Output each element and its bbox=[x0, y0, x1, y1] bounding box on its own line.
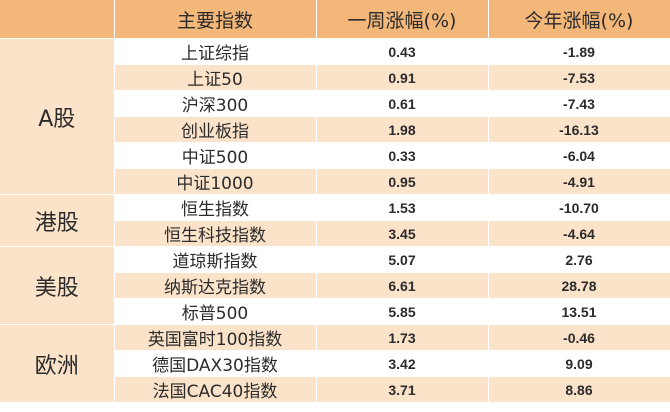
ytd-change-cell: 8.86 bbox=[488, 376, 670, 403]
ytd-change-cell: 9.09 bbox=[488, 350, 670, 377]
index-name-cell: 英国富时100指数 bbox=[114, 324, 317, 351]
ytd-change-cell: -1.89 bbox=[488, 38, 670, 65]
table-row: 上证50 0.91 -7.53 bbox=[0, 64, 670, 91]
index-name-cell: 恒生指数 bbox=[114, 194, 317, 221]
index-name-cell: 沪深300 bbox=[114, 90, 317, 117]
table-row: 中证500 0.33 -6.04 bbox=[0, 142, 670, 169]
week-change-cell: 1.73 bbox=[316, 324, 489, 351]
week-change-cell: 0.91 bbox=[316, 64, 489, 91]
table-row: 恒生科技指数 3.45 -4.64 bbox=[0, 220, 670, 247]
week-change-cell: 1.98 bbox=[316, 116, 489, 143]
table-row: 法国CAC40指数 3.71 8.86 bbox=[0, 376, 670, 403]
week-change-cell: 3.45 bbox=[316, 220, 489, 247]
index-name-cell: 上证50 bbox=[114, 64, 317, 91]
ytd-change-cell: -4.91 bbox=[488, 168, 670, 195]
ytd-change-cell: -16.13 bbox=[488, 116, 670, 143]
index-name-cell: 创业板指 bbox=[114, 116, 317, 143]
region-cell: 美股 bbox=[0, 246, 115, 325]
index-name-cell: 纳斯达克指数 bbox=[114, 272, 317, 299]
header-ytd-change: 今年涨幅(%) bbox=[488, 0, 670, 39]
table-row: A股 上证综指 0.43 -1.89 bbox=[0, 38, 670, 195]
week-change-cell: 0.61 bbox=[316, 90, 489, 117]
index-name-cell: 恒生科技指数 bbox=[114, 220, 317, 247]
ytd-change-cell: 28.78 bbox=[488, 272, 670, 299]
table-row: 美股 道琼斯指数 5.07 2.76 bbox=[0, 246, 670, 325]
table-row: 中证1000 0.95 -4.91 bbox=[0, 168, 670, 195]
ytd-change-cell: -10.70 bbox=[488, 194, 670, 221]
ytd-change-cell: -0.46 bbox=[488, 324, 670, 351]
header-index-name: 主要指数 bbox=[114, 0, 317, 39]
region-cell: 欧洲 bbox=[0, 324, 115, 403]
ytd-change-cell: 2.76 bbox=[488, 246, 670, 273]
week-change-cell: 5.07 bbox=[316, 246, 489, 273]
table-row: 欧洲 英国富时100指数 1.73 -0.46 bbox=[0, 324, 670, 403]
header-row: 主要指数 一周涨幅(%) 今年涨幅(%) bbox=[0, 0, 670, 39]
index-name-cell: 中证500 bbox=[114, 142, 317, 169]
table-row: 纳斯达克指数 6.61 28.78 bbox=[0, 272, 670, 299]
index-name-cell: 标普500 bbox=[114, 298, 317, 325]
table-row: 创业板指 1.98 -16.13 bbox=[0, 116, 670, 143]
region-cell: 港股 bbox=[0, 194, 115, 247]
index-name-cell: 上证综指 bbox=[114, 38, 317, 65]
index-name-cell: 道琼斯指数 bbox=[114, 246, 317, 273]
header-region bbox=[0, 0, 115, 39]
table-row: 港股 恒生指数 1.53 -10.70 bbox=[0, 194, 670, 247]
week-change-cell: 5.85 bbox=[316, 298, 489, 325]
index-name-cell: 德国DAX30指数 bbox=[114, 350, 317, 377]
index-performance-table: 主要指数 一周涨幅(%) 今年涨幅(%) A股 上证综指 0.43 -1.89 上证50… bbox=[0, 0, 670, 403]
week-change-cell: 3.71 bbox=[316, 376, 489, 403]
index-name-cell: 法国CAC40指数 bbox=[114, 376, 317, 403]
week-change-cell: 1.53 bbox=[316, 194, 489, 221]
ytd-change-cell: -6.04 bbox=[488, 142, 670, 169]
ytd-change-cell: 13.51 bbox=[488, 298, 670, 325]
table-row: 沪深300 0.61 -7.43 bbox=[0, 90, 670, 117]
ytd-change-cell: -4.64 bbox=[488, 220, 670, 247]
region-cell: A股 bbox=[0, 38, 115, 195]
week-change-cell: 6.61 bbox=[316, 272, 489, 299]
week-change-cell: 0.33 bbox=[316, 142, 489, 169]
table-row: 标普500 5.85 13.51 bbox=[0, 298, 670, 325]
week-change-cell: 0.43 bbox=[316, 38, 489, 65]
index-name-cell: 中证1000 bbox=[114, 168, 317, 195]
ytd-change-cell: -7.43 bbox=[488, 90, 670, 117]
table-row: 德国DAX30指数 3.42 9.09 bbox=[0, 350, 670, 377]
header-week-change: 一周涨幅(%) bbox=[316, 0, 489, 39]
week-change-cell: 0.95 bbox=[316, 168, 489, 195]
week-change-cell: 3.42 bbox=[316, 350, 489, 377]
ytd-change-cell: -7.53 bbox=[488, 64, 670, 91]
